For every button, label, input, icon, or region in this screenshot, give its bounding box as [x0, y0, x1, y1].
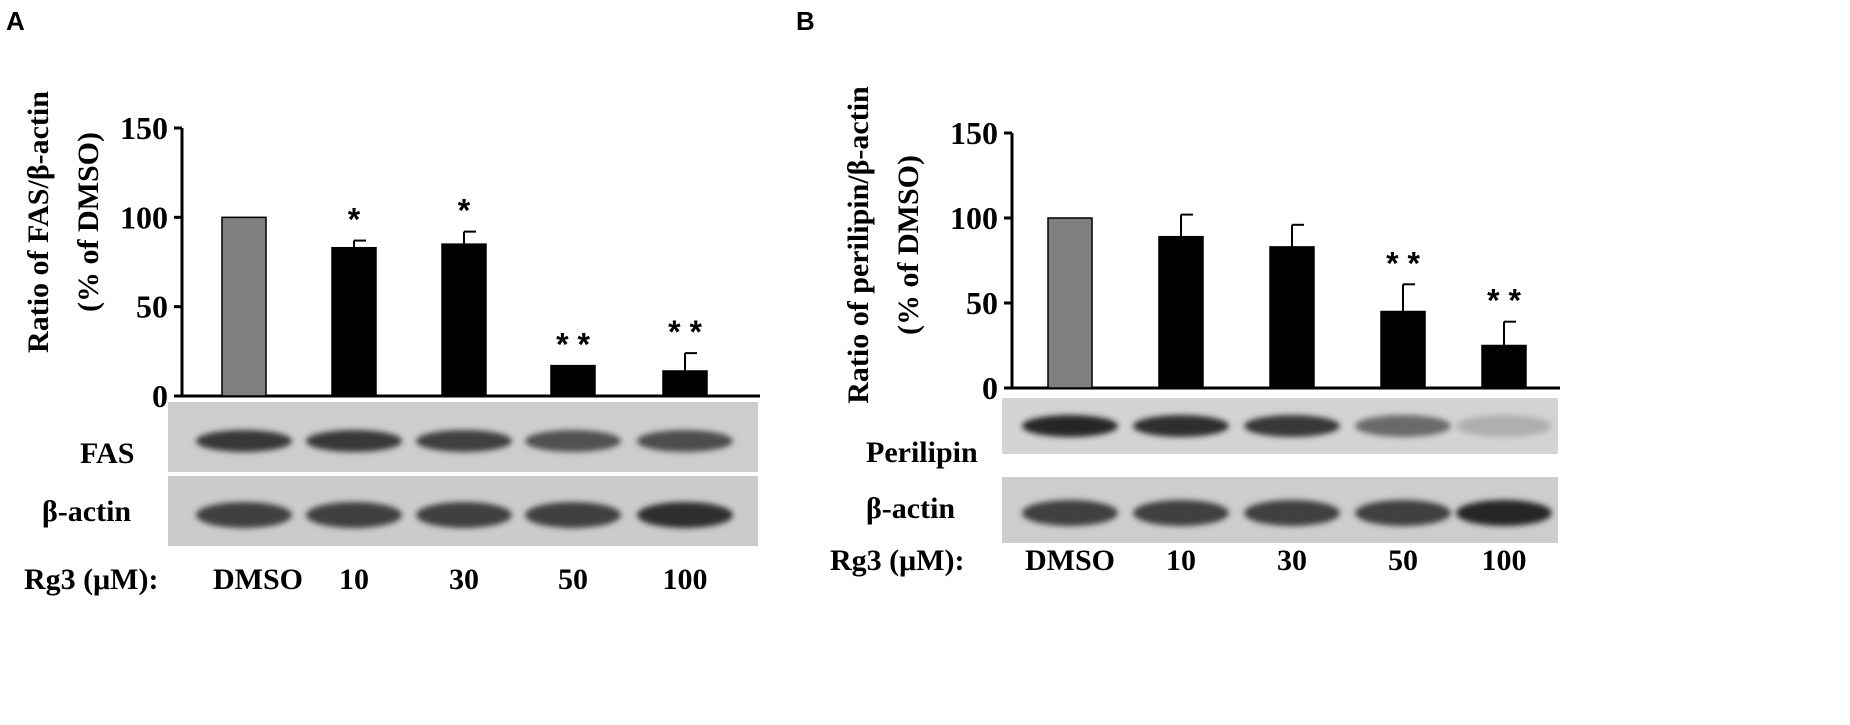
- blot-band: [1355, 415, 1451, 437]
- panel-b: B Ratio of perilipin/β-actin (% of DMSO)…: [796, 6, 1560, 577]
- bar: [1269, 246, 1315, 389]
- significance-marker: * *: [1487, 283, 1521, 319]
- y-ticks-b: 0 50 100 150: [950, 115, 1012, 406]
- significance-marker: * *: [556, 327, 590, 363]
- blot-label-perilipin: Perilipin: [866, 436, 978, 469]
- significance-marker: * *: [668, 314, 702, 350]
- bar: [1047, 217, 1093, 389]
- y-tick-label: 150: [120, 110, 168, 146]
- bar: [441, 243, 487, 397]
- bar: [550, 364, 596, 397]
- blot-band: [1456, 415, 1552, 437]
- bar: [1158, 235, 1204, 389]
- bar: [662, 370, 708, 397]
- blot-band: [416, 502, 512, 528]
- blot-label-fas: FAS: [80, 437, 134, 470]
- y-tick-label: 150: [950, 115, 998, 151]
- blot-band: [196, 430, 292, 452]
- y-axis-title-a-line2: (% of DMSO): [72, 132, 105, 312]
- blot-band: [416, 430, 512, 452]
- y-tick-label: 0: [982, 370, 998, 406]
- category-label: 100: [1482, 544, 1527, 577]
- category-label: 50: [1388, 544, 1418, 577]
- y-axis-title-a-line1: Ratio of FAS/β-actin: [22, 91, 55, 353]
- significance-marker: * *: [1386, 245, 1420, 281]
- bars-b: * * * *: [1047, 213, 1527, 389]
- category-label: 30: [1277, 544, 1307, 577]
- blot-band: [306, 430, 402, 452]
- blot-image-beta-actin-a: [168, 476, 758, 546]
- blot-label-beta-actin-a: β-actin: [42, 495, 131, 528]
- bar: [1481, 344, 1527, 389]
- category-labels-a: DMSO 10 30 50 100: [213, 563, 708, 596]
- bar: [331, 246, 377, 397]
- panel-label-a: A: [6, 6, 25, 36]
- blot-band: [1244, 415, 1340, 437]
- category-label: 30: [449, 563, 479, 596]
- category-label: 100: [663, 563, 708, 596]
- blot-band: [306, 502, 402, 528]
- blot-label-beta-actin-b: β-actin: [866, 492, 955, 525]
- significance-marker: *: [458, 193, 471, 229]
- y-tick-label: 100: [950, 200, 998, 236]
- blot-image-beta-actin-b: [1002, 477, 1558, 543]
- y-ticks-a: 0 50 100 150: [120, 110, 182, 414]
- y-axis-title-b-line1: Ratio of perilipin/β-actin: [842, 86, 875, 404]
- y-tick-label: 50: [136, 289, 168, 325]
- blot-band: [637, 502, 733, 528]
- bar: [221, 216, 267, 397]
- blot-band: [1022, 500, 1118, 526]
- category-label: 10: [1166, 544, 1196, 577]
- blot-band: [637, 430, 733, 452]
- blot-image-fas: [168, 402, 758, 472]
- y-tick-label: 0: [152, 378, 168, 414]
- category-labels-b: DMSO 10 30 50 100: [1025, 544, 1527, 577]
- blot-band: [1022, 415, 1118, 437]
- blot-band: [1244, 500, 1340, 526]
- treatment-label-b: Rg3 (μM):: [830, 544, 964, 577]
- blot-image-perilipin: [1002, 398, 1558, 454]
- bars-a: * * * * * *: [221, 193, 708, 397]
- treatment-label-a: Rg3 (μM):: [24, 563, 158, 596]
- y-axis-title-b-line2: (% of DMSO): [892, 155, 925, 335]
- y-tick-label: 50: [966, 285, 998, 321]
- category-label: 50: [558, 563, 588, 596]
- category-label: DMSO: [213, 563, 303, 596]
- blot-band: [1133, 500, 1229, 526]
- panel-label-b: B: [796, 6, 815, 36]
- blot-band: [525, 430, 621, 452]
- blot-band: [525, 502, 621, 528]
- category-label: 10: [339, 563, 369, 596]
- blot-band: [1133, 415, 1229, 437]
- significance-marker: *: [348, 202, 361, 238]
- bar: [1380, 310, 1426, 389]
- blot-band: [1456, 500, 1552, 526]
- panel-a: A Ratio of FAS/β-actin (% of DMSO) 0 50 10…: [6, 6, 760, 596]
- blot-band: [196, 502, 292, 528]
- category-label: DMSO: [1025, 544, 1115, 577]
- blot-band: [1355, 500, 1451, 526]
- y-tick-label: 100: [120, 199, 168, 235]
